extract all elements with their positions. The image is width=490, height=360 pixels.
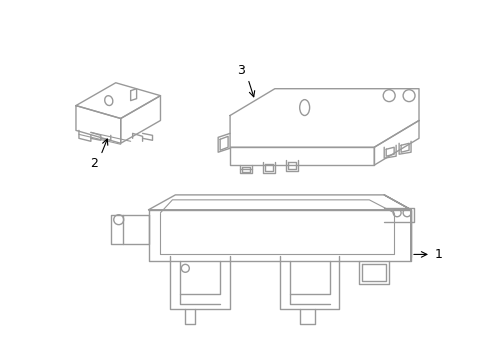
Text: 3: 3	[237, 64, 245, 77]
Text: 1: 1	[435, 248, 443, 261]
Text: 2: 2	[90, 157, 98, 170]
